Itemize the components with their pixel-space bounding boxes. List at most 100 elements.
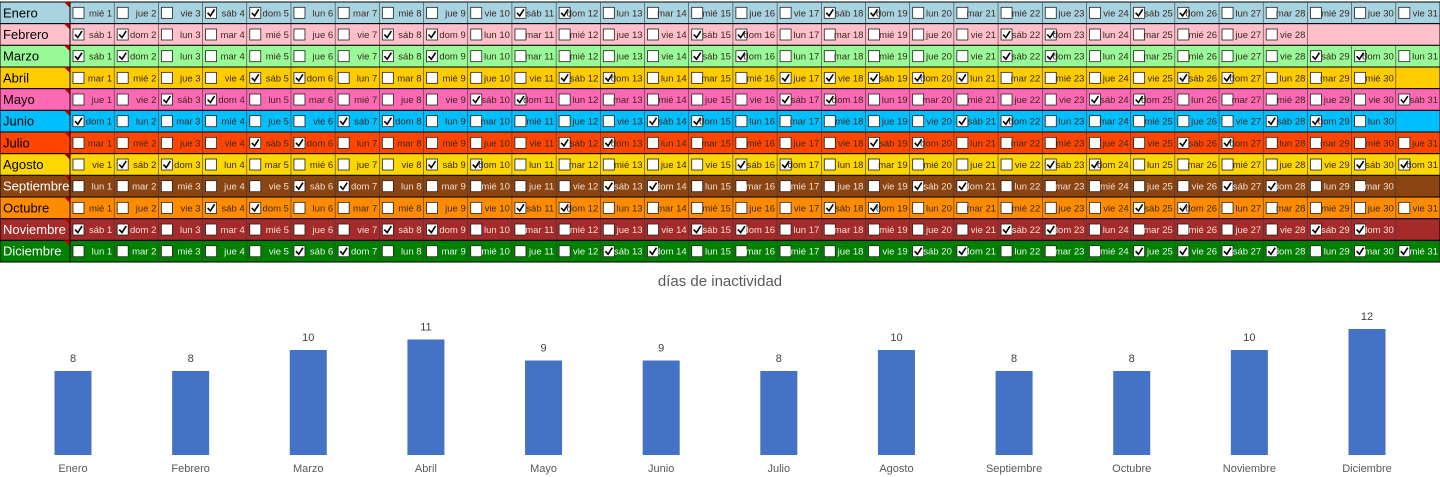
checkbox-box[interactable] [912,6,925,19]
checkbox-box[interactable] [381,245,394,258]
checkbox[interactable] [647,6,659,19]
checkbox-box[interactable] [735,223,748,236]
checkbox[interactable] [912,201,925,214]
checkbox-box[interactable] [691,158,704,171]
checkbox[interactable] [956,28,969,41]
checkbox-box[interactable] [1310,71,1322,84]
checkmark[interactable] [1400,95,1409,104]
checkbox-box[interactable] [779,136,792,149]
checkbox[interactable] [1265,50,1278,63]
checkbox[interactable] [293,245,306,258]
checkbox-box[interactable] [116,28,129,41]
checkbox[interactable] [249,71,262,84]
checkmark[interactable] [251,203,260,213]
checkbox-box[interactable] [868,115,880,128]
checkbox[interactable] [426,50,438,63]
checkbox[interactable] [337,50,350,63]
checkbox[interactable] [1044,115,1057,128]
checkbox[interactable] [779,28,792,41]
checkbox-box[interactable] [72,93,85,106]
checkbox[interactable] [956,223,969,236]
checkbox[interactable] [1354,50,1367,63]
checkbox-box[interactable] [823,71,836,84]
checkbox[interactable] [691,158,704,171]
checkbox[interactable] [647,245,659,258]
checkmark[interactable] [472,160,481,169]
checkbox-box[interactable] [205,223,217,236]
checkbox[interactable] [205,115,217,128]
checkbox[interactable] [514,136,527,149]
checkbox-box[interactable] [160,93,173,106]
checkbox[interactable] [1354,201,1367,214]
checkbox[interactable] [558,6,571,19]
checkbox-box[interactable] [337,50,350,63]
checkbox[interactable] [956,136,969,149]
checkbox[interactable] [602,71,615,84]
checkbox[interactable] [1133,50,1146,63]
checkmark[interactable] [781,160,790,169]
checkbox-box[interactable] [72,245,85,258]
checkbox-box[interactable] [647,180,659,193]
checkbox[interactable] [558,201,571,214]
checkbox[interactable] [823,223,836,236]
checkmark[interactable] [1090,95,1100,104]
checkbox-box[interactable] [205,115,217,128]
checkbox[interactable] [514,6,527,19]
checkbox-box[interactable] [691,223,704,236]
checkbox-box[interactable] [426,115,438,128]
checkbox-box[interactable] [1089,93,1101,106]
checkbox[interactable] [205,201,217,214]
checkbox-box[interactable] [1000,50,1013,63]
checkbox-box[interactable] [1221,136,1234,149]
checkbox[interactable] [1310,115,1322,128]
checkbox[interactable] [1265,115,1278,128]
checkbox[interactable] [293,180,306,193]
checkbox[interactable] [868,158,880,171]
checkmark[interactable] [1002,225,1011,234]
checkbox[interactable] [1044,201,1057,214]
checkbox-box[interactable] [514,71,527,84]
checkbox[interactable] [1310,136,1322,149]
checkmark[interactable] [648,182,658,191]
checkbox[interactable] [514,245,527,258]
checkbox[interactable] [116,50,129,63]
checkbox-box[interactable] [1133,223,1146,236]
checkbox-box[interactable] [647,28,659,41]
checkbox-box[interactable] [558,245,571,258]
checkbox-box[interactable] [116,93,129,106]
checkbox[interactable] [691,50,704,63]
checkbox[interactable] [116,136,129,149]
checkbox-box[interactable] [293,50,306,63]
checkbox-box[interactable] [249,28,262,41]
checkbox[interactable] [72,245,85,258]
checkbox-box[interactable] [1177,6,1190,19]
checkbox[interactable] [249,115,262,128]
checkbox-box[interactable] [912,136,925,149]
checkbox-box[interactable] [558,115,571,128]
checkbox-box[interactable] [337,245,350,258]
checkbox-box[interactable] [1221,115,1234,128]
checkbox-box[interactable] [1398,50,1411,63]
checkbox-box[interactable] [337,115,350,128]
checkbox-box[interactable] [337,158,350,171]
checkbox[interactable] [160,50,173,63]
checkbox[interactable] [426,6,438,19]
checkbox[interactable] [381,50,394,63]
checkbox-box[interactable] [1265,245,1278,258]
checkbox[interactable] [470,71,483,84]
checkbox[interactable] [1089,93,1101,106]
checkbox-box[interactable] [823,28,836,41]
checkbox-box[interactable] [735,71,748,84]
checkbox[interactable] [735,223,748,236]
checkbox-box[interactable] [1000,28,1013,41]
checkbox-box[interactable] [1000,158,1013,171]
checkbox-box[interactable] [956,115,969,128]
checkbox-box[interactable] [602,50,615,63]
checkbox-box[interactable] [558,180,571,193]
checkbox-box[interactable] [1133,6,1146,19]
checkbox-box[interactable] [1310,201,1322,214]
checkbox-box[interactable] [558,158,571,171]
checkbox[interactable] [1000,93,1013,106]
checkbox-box[interactable] [647,136,659,149]
checkbox-box[interactable] [381,115,394,128]
